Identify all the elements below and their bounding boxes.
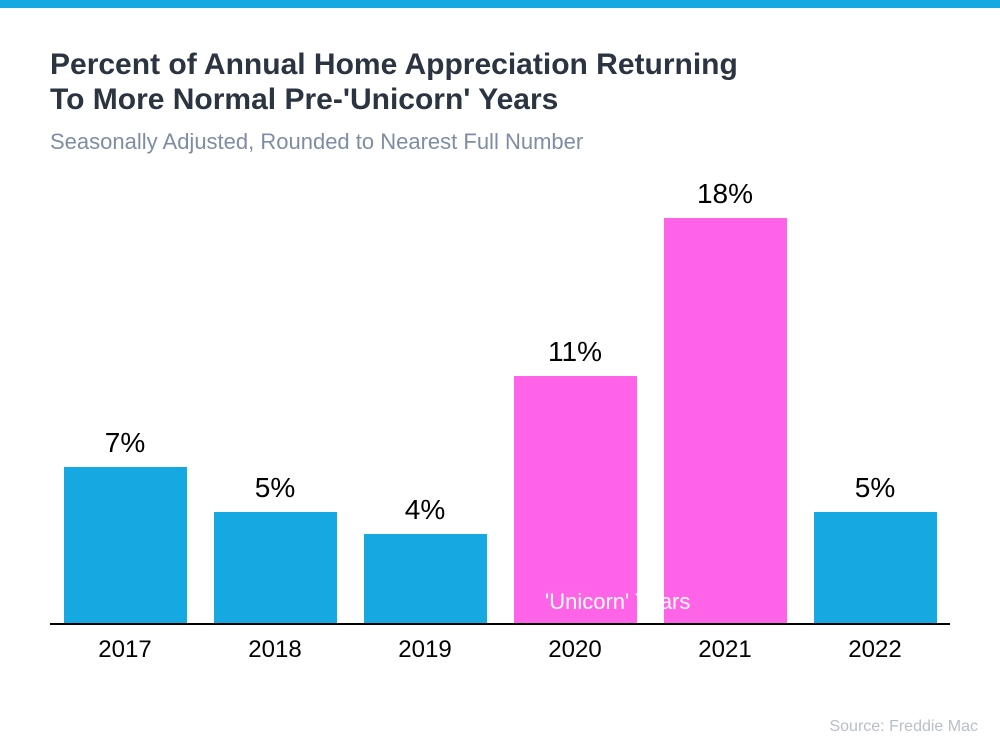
bar: 7% xyxy=(64,467,187,625)
bar: 5% xyxy=(214,512,337,625)
bar-value-label: 5% xyxy=(814,472,937,504)
top-accent-bar xyxy=(0,0,1000,8)
chart-title-line1: Percent of Annual Home Appreciation Retu… xyxy=(50,48,738,81)
chart-title-line2: To More Normal Pre-'Unicorn' Years xyxy=(50,83,558,116)
bar-slot: 4% xyxy=(350,195,500,625)
bar-slot: 5% xyxy=(800,195,950,625)
bars-container: 7%5%4%11%18%5% xyxy=(50,195,950,625)
bar: 18% xyxy=(664,218,787,625)
chart-title: Percent of Annual Home Appreciation Retu… xyxy=(50,48,950,117)
x-axis-labels: 201720182019202020212022 xyxy=(50,625,950,675)
bar-slot: 5% xyxy=(200,195,350,625)
x-axis-label: 2017 xyxy=(50,636,200,664)
bar-slot: 18% xyxy=(650,195,800,625)
header-block: Percent of Annual Home Appreciation Retu… xyxy=(0,8,1000,155)
bar-value-label: 7% xyxy=(64,427,187,459)
x-axis-label: 2019 xyxy=(350,636,500,664)
source-attribution: Source: Freddie Mac xyxy=(829,718,978,736)
x-axis-label: 2022 xyxy=(800,636,950,664)
x-axis-label: 2020 xyxy=(500,636,650,664)
bar: 4% xyxy=(364,534,487,625)
chart-subtitle: Seasonally Adjusted, Rounded to Nearest … xyxy=(50,129,950,155)
plot-area: 7%5%4%11%18%5% 'Unicorn' Years xyxy=(50,195,950,625)
bar-slot: 7% xyxy=(50,195,200,625)
bar-value-label: 5% xyxy=(214,472,337,504)
bar-chart: 7%5%4%11%18%5% 'Unicorn' Years 201720182… xyxy=(50,195,950,675)
bar-value-label: 18% xyxy=(664,178,787,210)
bar-slot: 11% xyxy=(500,195,650,625)
bar: 5% xyxy=(814,512,937,625)
x-axis-label: 2018 xyxy=(200,636,350,664)
bar: 11% xyxy=(514,376,637,625)
bar-value-label: 11% xyxy=(514,336,637,368)
x-axis-label: 2021 xyxy=(650,636,800,664)
bar-value-label: 4% xyxy=(364,494,487,526)
unicorn-annotation: 'Unicorn' Years xyxy=(545,589,690,615)
